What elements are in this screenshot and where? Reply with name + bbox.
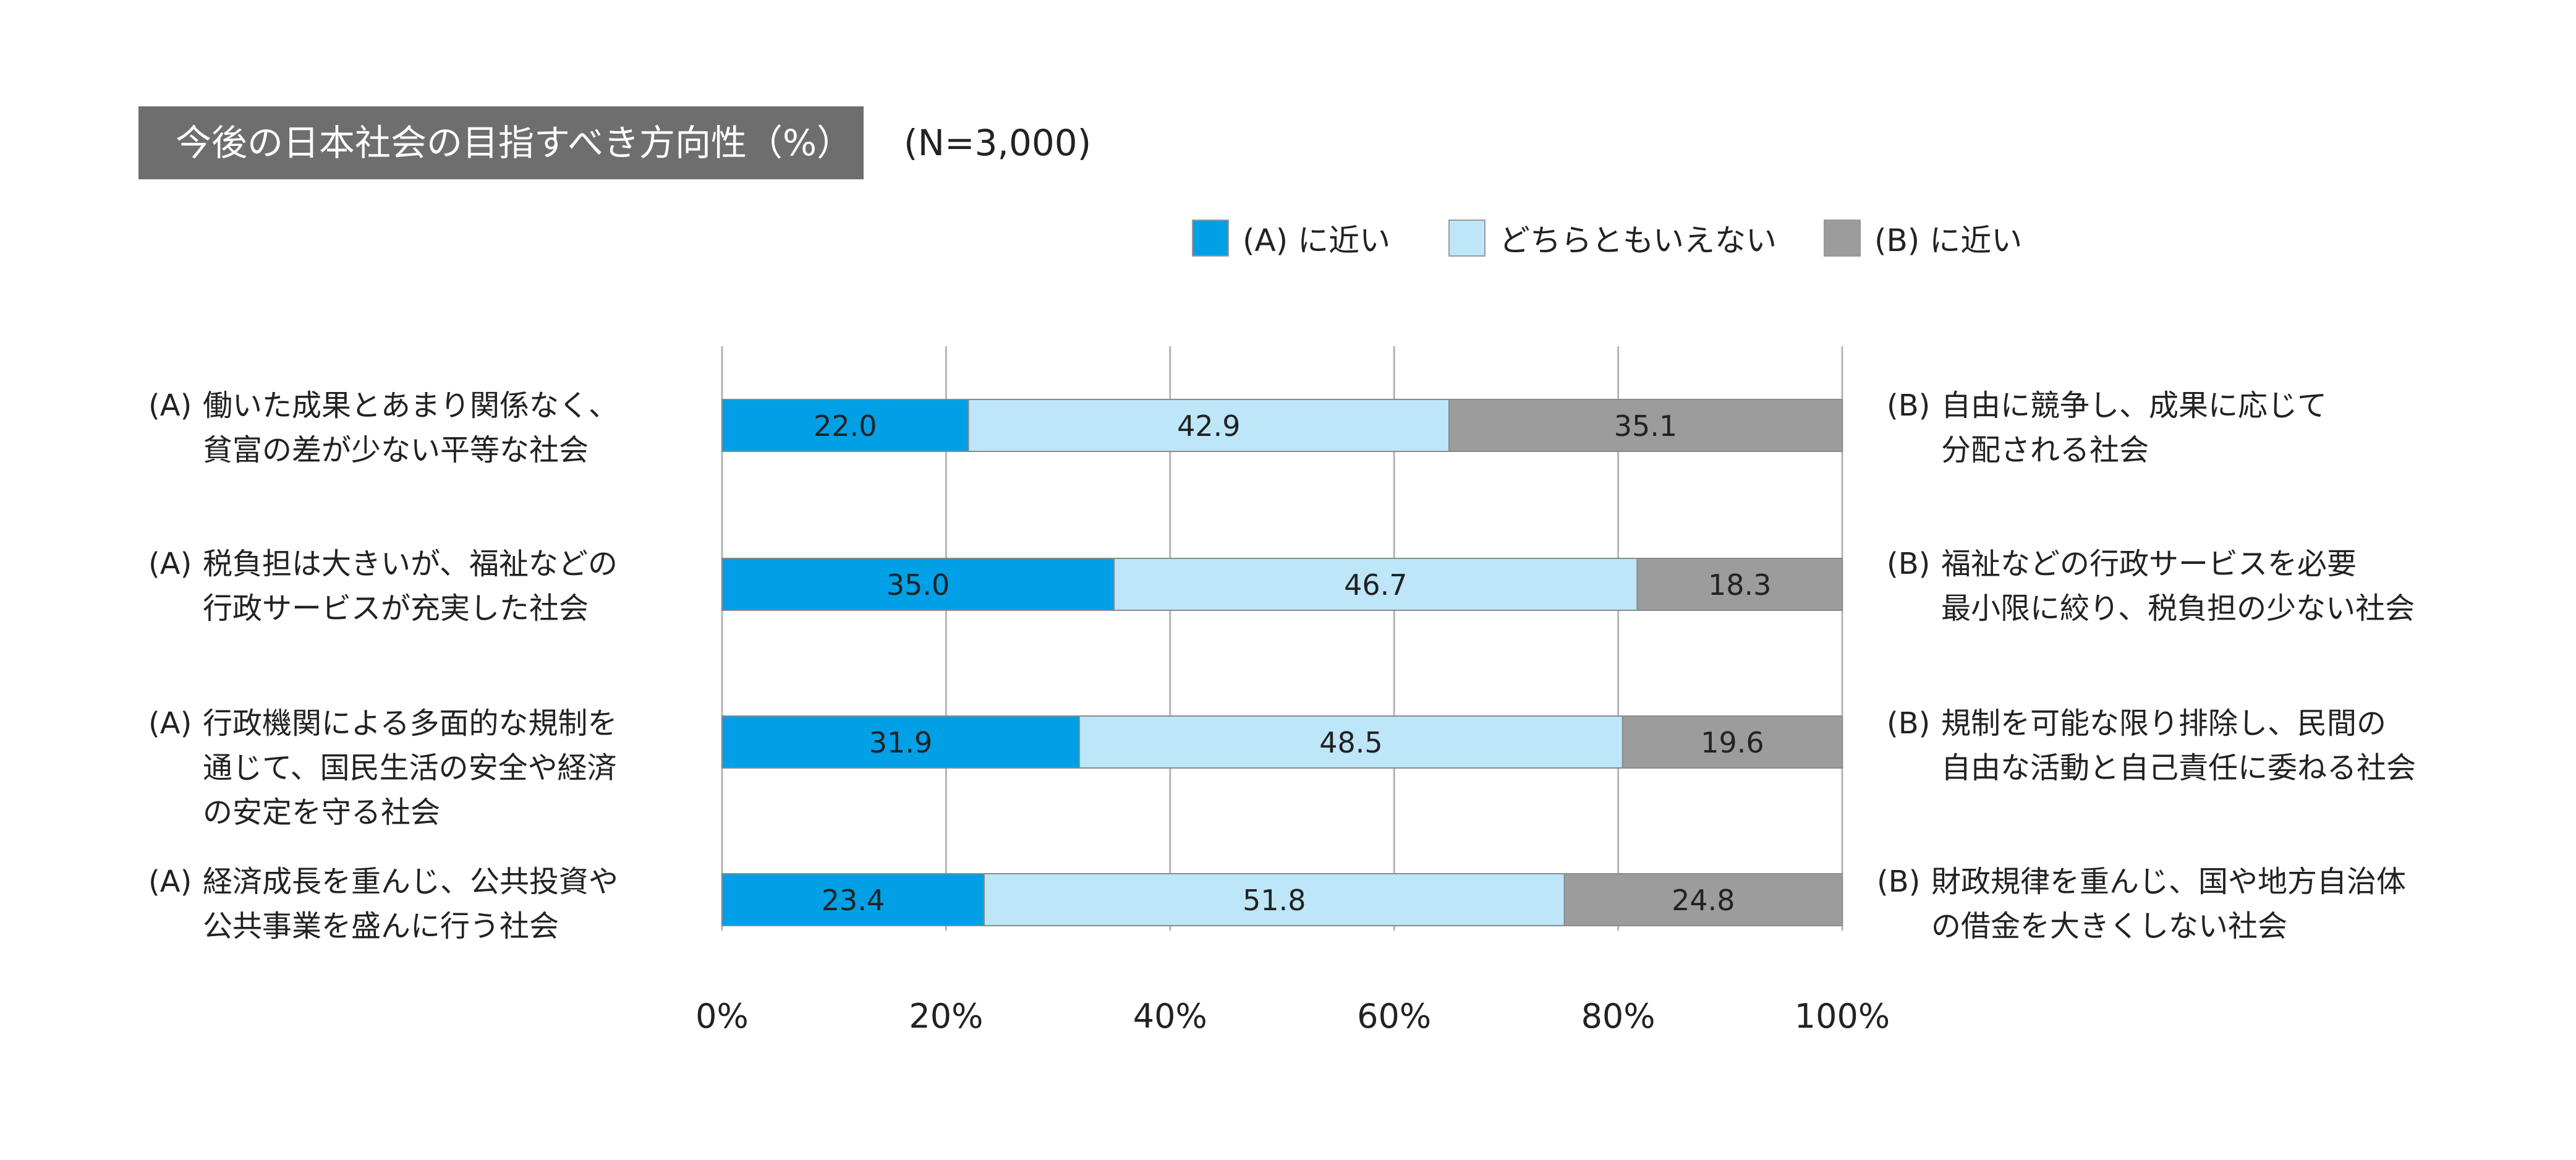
row-2-a-prefix: (A) — [148, 547, 192, 581]
x-tick-label-5: 100% — [1795, 997, 1890, 1036]
row-2-b-prefix: (B) — [1887, 547, 1931, 581]
row-2-a-label: (A) 税負担は大きいが、福祉などの 行政サービスが充実した社会 — [148, 542, 618, 631]
legend-label-neutral: どちらともいえない — [1499, 223, 1777, 258]
bar-row-2-series-2 — [1113, 558, 1638, 611]
legend-label-b: (B) に近い — [1874, 223, 2023, 258]
legend-swatch-a — [1192, 220, 1229, 257]
row-1-a-prefix: (A) — [148, 388, 192, 423]
row-3-b-label: (B) 規制を可能な限り排除し、民間の 自由な活動と自己責任に委ねる社会 — [1887, 701, 2416, 790]
row-2-a-line-1: 税負担は大きいが、福祉などの — [203, 547, 618, 581]
row-1-b-label: (B) 自由に競争し、成果に応じて 分配される社会 — [1887, 383, 2327, 472]
row-1-a-label: (A) 働いた成果とあまり関係なく、 貧富の差が少ない平等な社会 — [148, 383, 618, 472]
x-tick-label-3: 60% — [1357, 997, 1431, 1036]
row-3-a-prefix: (A) — [148, 706, 192, 741]
row-1-b-line-1: 自由に競争し、成果に応じて — [1941, 388, 2327, 423]
legend-item-neutral: どちらともいえない — [1448, 216, 1777, 260]
data-label-row-2-series-2: 46.7 — [1344, 568, 1407, 602]
data-label-row-3-series-1: 31.9 — [869, 726, 932, 759]
bar-row-4-series-2 — [984, 873, 1565, 926]
data-label-row-4-series-2: 51.8 — [1243, 884, 1306, 917]
bar-row-3-series-1 — [721, 715, 1081, 769]
row-2-a-line-2: 行政サービスが充実した社会 — [203, 591, 589, 626]
legend-item-a: (A) に近い — [1192, 216, 1390, 260]
bar-row-3-series-2 — [1079, 715, 1623, 769]
row-3-a-line-2: 通じて、国民生活の安全や経済 — [203, 751, 617, 785]
data-label-row-4-series-1: 23.4 — [822, 884, 885, 917]
chart-title: 今後の日本社会の目指すべき方向性（%） — [138, 106, 864, 179]
row-3-b-line-1: 規制を可能な限り排除し、民間の — [1941, 706, 2387, 741]
row-1-b-line-2: 分配される社会 — [1941, 433, 2149, 467]
bar-row-4-series-1 — [721, 873, 985, 926]
row-1-b-prefix: (B) — [1887, 388, 1931, 423]
x-tick-label-0: 0% — [695, 997, 749, 1036]
x-tick-label-1: 20% — [909, 997, 983, 1036]
row-4-a-line-1: 経済成長を重んじ、公共投資や — [203, 864, 619, 899]
bar-row-1-series-3 — [1448, 399, 1843, 452]
row-3-b-line-2: 自由な活動と自己責任に委ねる社会 — [1941, 751, 2417, 785]
data-label-row-1-series-2: 42.9 — [1177, 409, 1240, 443]
x-tick-label-4: 80% — [1581, 997, 1656, 1036]
row-2-b-line-2: 最小限に絞り、税負担の少ない社会 — [1941, 591, 2415, 626]
row-4-b-line-1: 財政規律を重んじ、国や地方自治体 — [1931, 864, 2407, 899]
row-4-a-prefix: (A) — [148, 864, 192, 899]
data-label-row-1-series-3: 35.1 — [1614, 409, 1677, 443]
bar-row-2-series-3 — [1636, 558, 1843, 611]
row-4-a-label: (A) 経済成長を重んじ、公共投資や 公共事業を盛んに行う社会 — [148, 859, 618, 949]
legend-swatch-b — [1824, 220, 1861, 257]
row-4-b-label: (B) 財政規律を重んじ、国や地方自治体 の借金を大きくしない社会 — [1877, 859, 2406, 949]
row-1-a-line-2: 貧富の差が少ない平等な社会 — [203, 433, 589, 467]
legend: (A) に近い どちらともいえない (B) に近い — [0, 216, 2576, 260]
data-label-row-4-series-3: 24.8 — [1672, 884, 1735, 917]
row-1-a-line-1: 働いた成果とあまり関係なく、 — [203, 388, 619, 423]
row-3-b-prefix: (B) — [1887, 706, 1931, 741]
row-2-b-line-1: 福祉などの行政サービスを必要 — [1941, 547, 2357, 581]
bar-row-1-series-1 — [721, 399, 969, 452]
bar-row-1-series-2 — [967, 399, 1450, 452]
row-3-a-label: (A) 行政機関による多面的な規制を 通じて、国民生活の安全や経済 の安定を守る社… — [148, 701, 618, 835]
bar-row-2-series-1 — [721, 558, 1115, 611]
row-2-b-label: (B) 福祉などの行政サービスを必要 最小限に絞り、税負担の少ない社会 — [1887, 542, 2415, 631]
row-3-a-line-1: 行政機関による多面的な規制を — [203, 706, 618, 741]
data-label-row-2-series-3: 18.3 — [1708, 568, 1771, 602]
legend-label-a: (A) に近い — [1243, 223, 1391, 258]
data-label-row-2-series-1: 35.0 — [886, 568, 950, 602]
data-label-row-3-series-2: 48.5 — [1319, 726, 1382, 759]
row-4-b-line-2: の借金を大きくしない社会 — [1931, 909, 2288, 944]
data-label-row-3-series-3: 19.6 — [1701, 726, 1764, 759]
data-label-row-1-series-1: 22.0 — [814, 409, 877, 443]
sample-size: (N=3,000) — [904, 122, 1092, 164]
bar-row-3-series-3 — [1622, 715, 1843, 769]
legend-item-b: (B) に近い — [1824, 216, 2022, 260]
row-4-a-line-2: 公共事業を盛んに行う社会 — [203, 909, 559, 944]
row-4-b-prefix: (B) — [1877, 864, 1921, 899]
row-3-a-line-3: の安定を守る社会 — [203, 795, 441, 830]
legend-swatch-neutral — [1448, 220, 1486, 257]
x-tick-label-2: 40% — [1133, 997, 1207, 1036]
bar-row-4-series-3 — [1563, 873, 1843, 926]
